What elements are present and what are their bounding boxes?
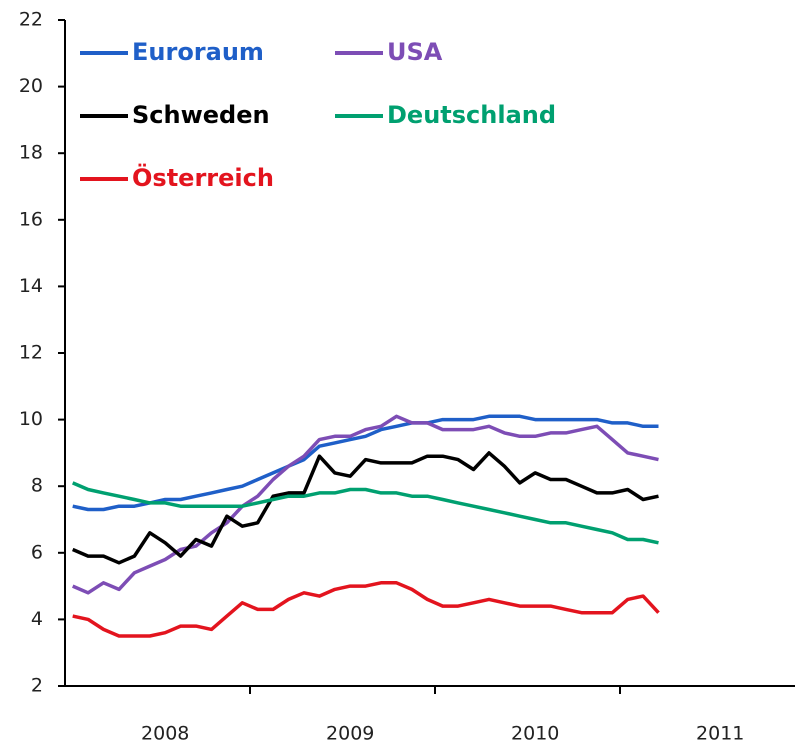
y-tick-label: 16 [19, 208, 43, 230]
legend-label: USA [387, 38, 443, 66]
series-line [72, 451, 659, 565]
y-tick-label: 6 [31, 541, 43, 563]
legend-label: Euroraum [132, 38, 264, 66]
y-tick-label: 14 [19, 275, 43, 297]
y-tick-label: 4 [31, 608, 43, 630]
legend-label: Österreich [132, 162, 274, 192]
legend-label: Schweden [132, 101, 270, 129]
series-line [72, 414, 659, 595]
series-line [72, 481, 659, 545]
series-line [72, 414, 659, 512]
series-line [72, 581, 660, 638]
x-tick-label: 2011 [696, 723, 744, 745]
y-tick-label: 22 [19, 9, 43, 31]
y-tick-label: 10 [19, 408, 43, 430]
x-tick-label: 2009 [326, 723, 374, 745]
y-tick-label: 8 [31, 475, 43, 497]
y-tick-label: 12 [19, 342, 43, 364]
x-tick-label: 2010 [511, 723, 559, 745]
y-tick-label: 20 [19, 75, 43, 97]
x-tick-label: 2008 [141, 723, 189, 745]
y-tick-label: 18 [19, 142, 43, 164]
legend-label: Deutschland [387, 101, 556, 129]
y-tick-label: 2 [31, 675, 43, 697]
